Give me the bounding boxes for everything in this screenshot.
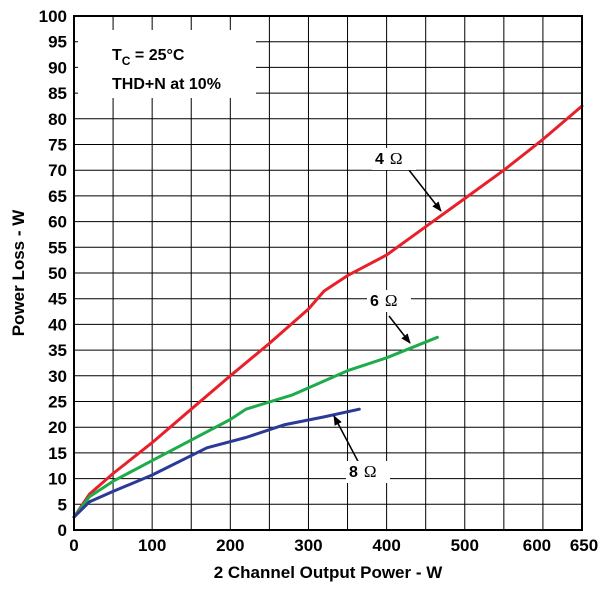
- y-axis-title: Power Loss - W: [9, 209, 28, 337]
- y-tick-label: 25: [48, 393, 67, 412]
- series-label-number: 4: [375, 151, 384, 168]
- x-tick-label: 600: [523, 536, 551, 555]
- y-tick-label: 10: [48, 470, 67, 489]
- annotation-temperature: TC = 25°C: [112, 47, 185, 68]
- y-tick-label: 95: [48, 33, 67, 52]
- y-tick-label: 55: [48, 238, 67, 257]
- grid-lines: [74, 16, 582, 530]
- series-label-unit: Ω: [390, 149, 403, 168]
- annotation-temperature-subscript: C: [122, 54, 131, 68]
- x-tick-label: 500: [451, 536, 479, 555]
- y-tick-label: 100: [39, 7, 67, 26]
- y-tick-label: 65: [48, 187, 67, 206]
- x-tick-label: 650: [570, 536, 598, 555]
- label-background-6-ohm: [367, 290, 411, 312]
- y-tick-label: 60: [48, 213, 67, 232]
- series-label-unit: Ω: [385, 291, 398, 310]
- series-labels: 4 Ω6 Ω8 Ω: [333, 148, 442, 483]
- series-line-6-ohm: [72, 335, 439, 519]
- y-tick-label: 70: [48, 161, 67, 180]
- label-background-4-ohm: [372, 148, 416, 170]
- x-tick-label: 0: [69, 536, 78, 555]
- y-tick-label: 30: [48, 367, 67, 386]
- label-background-8-ohm: [346, 461, 390, 483]
- series-line-4-ohm: [72, 104, 584, 519]
- y-tick-label: 75: [48, 136, 67, 155]
- y-tick-label: 20: [48, 418, 67, 437]
- y-tick-label: 80: [48, 110, 67, 129]
- series-line-8-ohm: [72, 407, 361, 519]
- y-tick-labels: 0 5 10 15 20 25 30 35 40 45 50 55 60 65 70 75 80 85 90 95 10…: [39, 7, 67, 540]
- label-arrow-8-ohm: [333, 415, 362, 468]
- x-tick-label: 400: [372, 536, 400, 555]
- y-tick-label: 90: [48, 58, 67, 77]
- label-arrow-4-ohm: [404, 164, 442, 212]
- annotation-thd: THD+N at 10%: [112, 76, 221, 93]
- series-layer: [72, 104, 584, 519]
- x-tick-label: 200: [216, 536, 244, 555]
- y-tick-label: 0: [58, 521, 67, 540]
- x-tick-label: 100: [138, 536, 166, 555]
- series-label-number: 8: [349, 464, 358, 481]
- annotation-background: [78, 30, 256, 98]
- y-tick-label: 50: [48, 264, 67, 283]
- annotation-box: TC = 25°C THD+N at 10%: [78, 30, 256, 98]
- plot-frame: [73, 15, 583, 531]
- x-tick-labels: 0 100 200 300 400 500 600 650: [69, 536, 598, 555]
- label-arrow-6-ohm: [388, 315, 411, 344]
- y-tick-label: 15: [48, 444, 67, 463]
- annotation-temperature-value: = 25°C: [130, 47, 184, 64]
- x-tick-label: 300: [294, 536, 322, 555]
- y-tick-label: 85: [48, 84, 67, 103]
- y-tick-label: 45: [48, 290, 67, 309]
- series-label-number: 6: [370, 293, 379, 310]
- x-axis-title: 2 Channel Output Power - W: [214, 563, 444, 582]
- y-tick-label: 35: [48, 341, 67, 360]
- annotation-temperature-symbol: T: [112, 47, 122, 64]
- y-tick-label: 40: [48, 315, 67, 334]
- y-tick-label: 5: [58, 495, 67, 514]
- series-label-unit: Ω: [364, 462, 377, 481]
